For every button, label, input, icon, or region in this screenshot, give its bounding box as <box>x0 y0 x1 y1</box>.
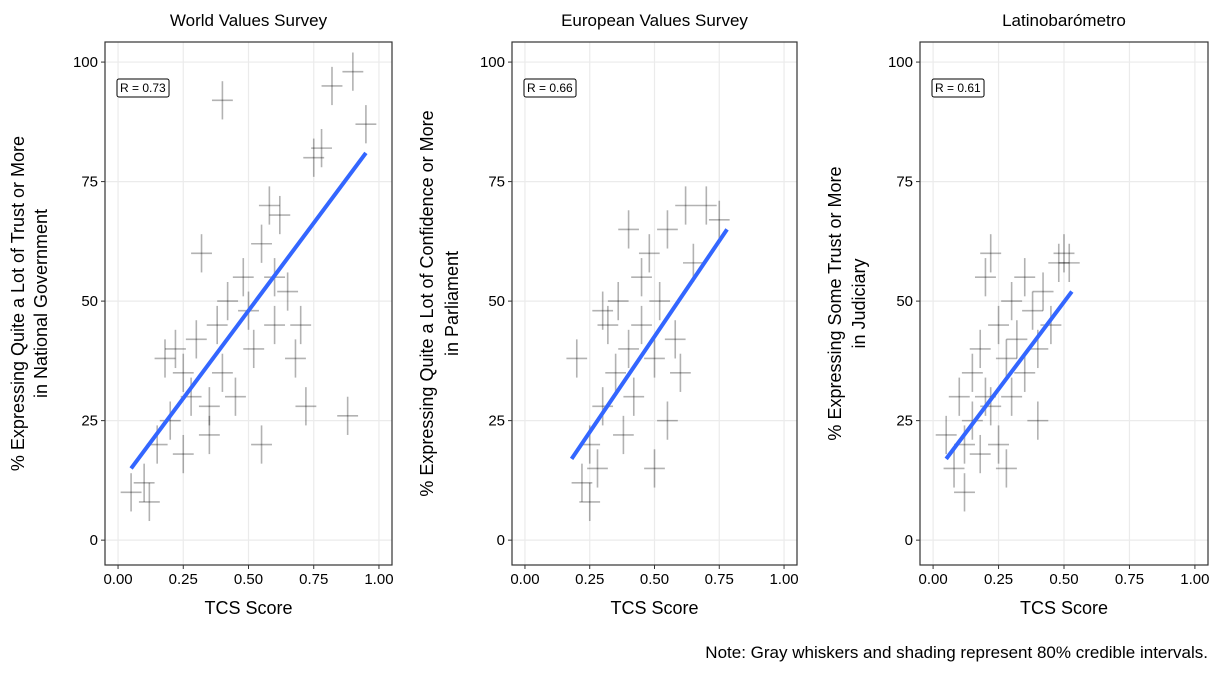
x-tick-label: 0.25 <box>169 571 198 588</box>
annotation-box <box>116 78 170 98</box>
x-tick-label: 0.75 <box>299 571 328 588</box>
annotation: R = 0.66 <box>527 81 573 95</box>
x-tick-label: 0.75 <box>705 571 734 588</box>
y-tick-label: 50 <box>81 293 98 310</box>
x-tick-label: 0.00 <box>510 571 539 588</box>
fit-line <box>129 151 368 470</box>
y-axis-label: in National Government <box>31 209 51 398</box>
panel-title: Latinobarómetro <box>1002 11 1126 30</box>
y-tick-label: 0 <box>90 532 98 549</box>
panel-title: World Values Survey <box>170 11 328 30</box>
x-tick-label: 0.25 <box>984 571 1013 588</box>
y-axis-label: in Parliament <box>442 251 462 356</box>
y-axis-label: % Expressing Some Trust or More <box>825 166 845 440</box>
annotation: R = 0.73 <box>120 81 166 95</box>
x-tick-label: 1.00 <box>364 571 393 588</box>
y-axis-label: % Expressing Quite a Lot of Trust or Mor… <box>8 136 28 471</box>
y-tick-label: 25 <box>896 413 913 430</box>
y-tick-label: 75 <box>896 174 913 191</box>
fit-line <box>569 228 729 460</box>
note: Note: Gray whiskers and shading represen… <box>705 643 1208 662</box>
panel-border <box>919 41 1209 566</box>
y-tick-label: 50 <box>896 293 913 310</box>
x-tick-label: 1.00 <box>769 571 798 588</box>
x-tick-label: 1.00 <box>1180 571 1209 588</box>
x-tick-label: 0.00 <box>103 571 132 588</box>
y-tick-label: 75 <box>488 174 505 191</box>
y-tick-label: 100 <box>73 54 98 71</box>
y-tick-label: 50 <box>488 293 505 310</box>
annotation: R = 0.61 <box>935 81 981 95</box>
y-tick-label: 100 <box>480 54 505 71</box>
y-tick-label: 0 <box>497 532 505 549</box>
x-axis-label: TCS Score <box>610 598 698 618</box>
panel-border <box>511 41 798 566</box>
x-axis-label: TCS Score <box>204 598 292 618</box>
fit-line <box>944 290 1074 461</box>
x-tick-label: 0.75 <box>1115 571 1144 588</box>
y-axis-label: % Expressing Quite a Lot of Confidence o… <box>417 110 437 496</box>
y-tick-label: 100 <box>888 54 913 71</box>
y-axis-label: in Judiciary <box>849 258 869 348</box>
x-tick-label: 0.50 <box>234 571 263 588</box>
x-axis-label: TCS Score <box>1020 598 1108 618</box>
x-tick-label: 0.50 <box>640 571 669 588</box>
x-tick-label: 0.50 <box>1049 571 1078 588</box>
panel-title: European Values Survey <box>561 11 748 30</box>
y-tick-label: 75 <box>81 174 98 191</box>
annotation-box <box>523 78 577 98</box>
annotation-box <box>931 78 985 98</box>
panel-border <box>104 41 393 566</box>
x-tick-label: 0.00 <box>918 571 947 588</box>
y-tick-label: 0 <box>905 532 913 549</box>
x-tick-label: 0.25 <box>575 571 604 588</box>
y-tick-label: 25 <box>81 413 98 430</box>
y-tick-label: 25 <box>488 413 505 430</box>
